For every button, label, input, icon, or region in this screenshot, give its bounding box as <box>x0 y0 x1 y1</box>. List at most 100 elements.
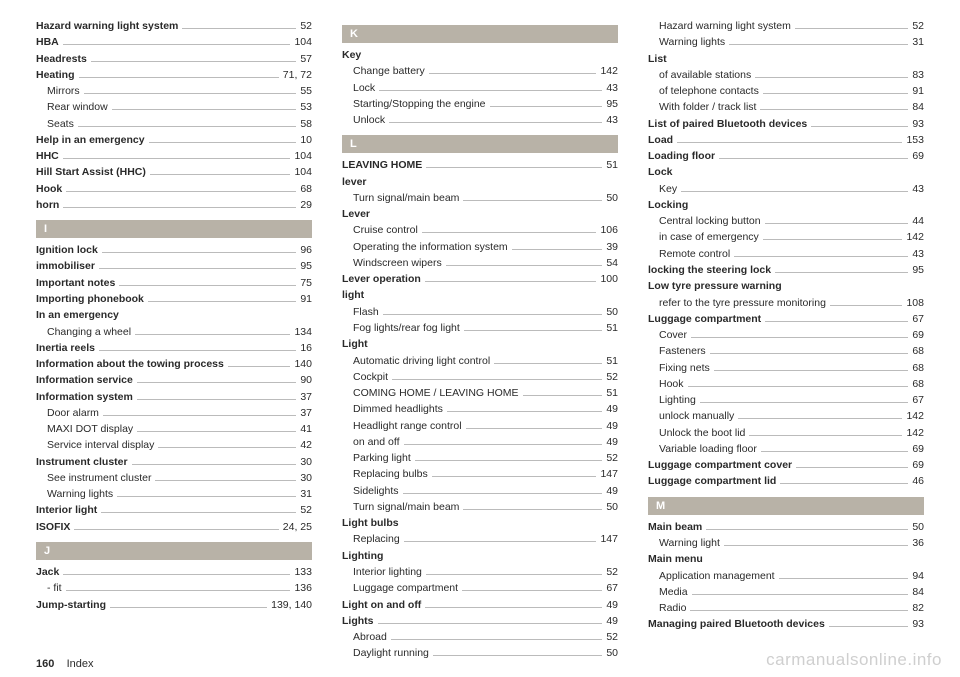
index-leader-line <box>391 639 602 640</box>
index-entry-page: 94 <box>912 568 924 584</box>
index-entry-label: Important notes <box>36 275 115 291</box>
index-entry-label: Jump-starting <box>36 597 106 613</box>
index-entry-label: Service interval display <box>47 437 154 453</box>
index-leader-line <box>422 232 597 233</box>
index-entry-page: 93 <box>912 616 924 632</box>
index-entry-page: 147 <box>600 531 618 547</box>
index-leader-line <box>66 590 291 591</box>
index-entry-page: 57 <box>300 51 312 67</box>
index-entry-page: 30 <box>300 470 312 486</box>
index-entry-page: 71, 72 <box>283 67 312 83</box>
index-entry-label: Starting/Stopping the engine <box>353 96 486 112</box>
index-entry-page: 68 <box>300 181 312 197</box>
index-entry-page: 68 <box>912 343 924 359</box>
index-entry: Ignition lock96 <box>36 242 312 258</box>
index-entry: Replacing bulbs147 <box>342 466 618 482</box>
index-entry-label: Sidelights <box>353 483 399 499</box>
index-leader-line <box>780 483 908 484</box>
index-entry: Information system37 <box>36 389 312 405</box>
index-entry-label: Main beam <box>648 519 702 535</box>
index-entry: Instrument cluster30 <box>36 454 312 470</box>
index-entry-page: 58 <box>300 116 312 132</box>
index-entry: Unlock43 <box>342 112 618 128</box>
index-entry: Heating71, 72 <box>36 67 312 83</box>
index-entry: HHC104 <box>36 148 312 164</box>
index-entry: Variable loading floor69 <box>648 441 924 457</box>
index-entry-label: Fasteners <box>659 343 706 359</box>
index-entry-label: Low tyre pressure warning <box>648 278 782 294</box>
index-entry-label: Information about the towing process <box>36 356 224 372</box>
index-entry-page: 50 <box>912 519 924 535</box>
index-entry-label: lever <box>342 174 367 190</box>
index-entry-page: 82 <box>912 600 924 616</box>
index-entry-label: Change battery <box>353 63 425 79</box>
index-entry-page: 95 <box>912 262 924 278</box>
index-entry-page: 139, 140 <box>271 597 312 613</box>
index-leader-line <box>755 77 908 78</box>
index-entry-label: Central locking button <box>659 213 761 229</box>
index-entry: Cruise control106 <box>342 222 618 238</box>
index-column-1: Hazard warning light system52HBA104Headr… <box>36 18 312 662</box>
index-entry: Sidelights49 <box>342 483 618 499</box>
index-entry-page: 44 <box>912 213 924 229</box>
index-entry-label: Operating the information system <box>353 239 508 255</box>
index-entry-label: Lights <box>342 613 374 629</box>
index-entry-page: 84 <box>912 99 924 115</box>
index-entry-label: unlock manually <box>659 408 734 424</box>
index-entry: Interior lighting52 <box>342 564 618 580</box>
index-entry: locking the steering lock 95 <box>648 262 924 278</box>
index-entry-label: With folder / track list <box>659 99 756 115</box>
index-entry-label: - fit <box>47 580 62 596</box>
index-entry: Daylight running50 <box>342 645 618 661</box>
index-entry: Windscreen wipers54 <box>342 255 618 271</box>
index-entry-page: 106 <box>600 222 618 238</box>
index-entry-page: 90 <box>300 372 312 388</box>
index-entry-page: 67 <box>606 580 618 596</box>
index-entry: Abroad52 <box>342 629 618 645</box>
index-leader-line <box>137 382 296 383</box>
index-entry: LEAVING HOME51 <box>342 157 618 173</box>
index-entry: Replacing147 <box>342 531 618 547</box>
index-entry: Seats58 <box>36 116 312 132</box>
index-entry: Jump-starting 139, 140 <box>36 597 312 613</box>
index-entry: Luggage compartment lid46 <box>648 473 924 489</box>
index-leader-line <box>763 93 908 94</box>
index-leader-line <box>779 578 909 579</box>
index-entry: Lever <box>342 206 618 222</box>
index-entry-label: Importing phonebook <box>36 291 144 307</box>
index-leader-line <box>490 106 603 107</box>
index-entry-label: locking the steering lock <box>648 262 771 278</box>
index-entry: Changing a wheel134 <box>36 324 312 340</box>
index-leader-line <box>760 109 908 110</box>
index-entry: Warning light36 <box>648 535 924 551</box>
index-entry: Warning lights31 <box>648 34 924 50</box>
index-entry: Information service90 <box>36 372 312 388</box>
index-leader-line <box>432 476 597 477</box>
index-entry: Importing phonebook91 <box>36 291 312 307</box>
page-footer: 160 Index <box>36 658 94 670</box>
index-entry-page: 50 <box>606 190 618 206</box>
index-leader-line <box>99 350 296 351</box>
index-leader-line <box>463 200 602 201</box>
index-entry: Lighting <box>342 548 618 564</box>
index-leader-line <box>91 61 297 62</box>
index-entry-page: 133 <box>294 564 312 580</box>
index-entry-label: Hook <box>36 181 62 197</box>
index-leader-line <box>426 167 602 168</box>
index-entry: Warning lights 31 <box>36 486 312 502</box>
index-letter-header: L <box>342 135 618 153</box>
index-entry-page: 49 <box>606 401 618 417</box>
index-entry-page: 31 <box>300 486 312 502</box>
index-leader-line <box>749 435 902 436</box>
index-entry: Key <box>342 47 618 63</box>
index-leader-line <box>446 265 603 266</box>
index-entry: Inertia reels16 <box>36 340 312 356</box>
index-entry-label: In an emergency <box>36 307 119 323</box>
index-entry-label: Ignition lock <box>36 242 98 258</box>
index-entry-label: Cover <box>659 327 687 343</box>
index-leader-line <box>99 268 296 269</box>
index-leader-line <box>137 399 296 400</box>
index-entry-label: Help in an emergency <box>36 132 145 148</box>
index-entry-label: Warning lights <box>47 486 113 502</box>
index-leader-line <box>425 281 597 282</box>
